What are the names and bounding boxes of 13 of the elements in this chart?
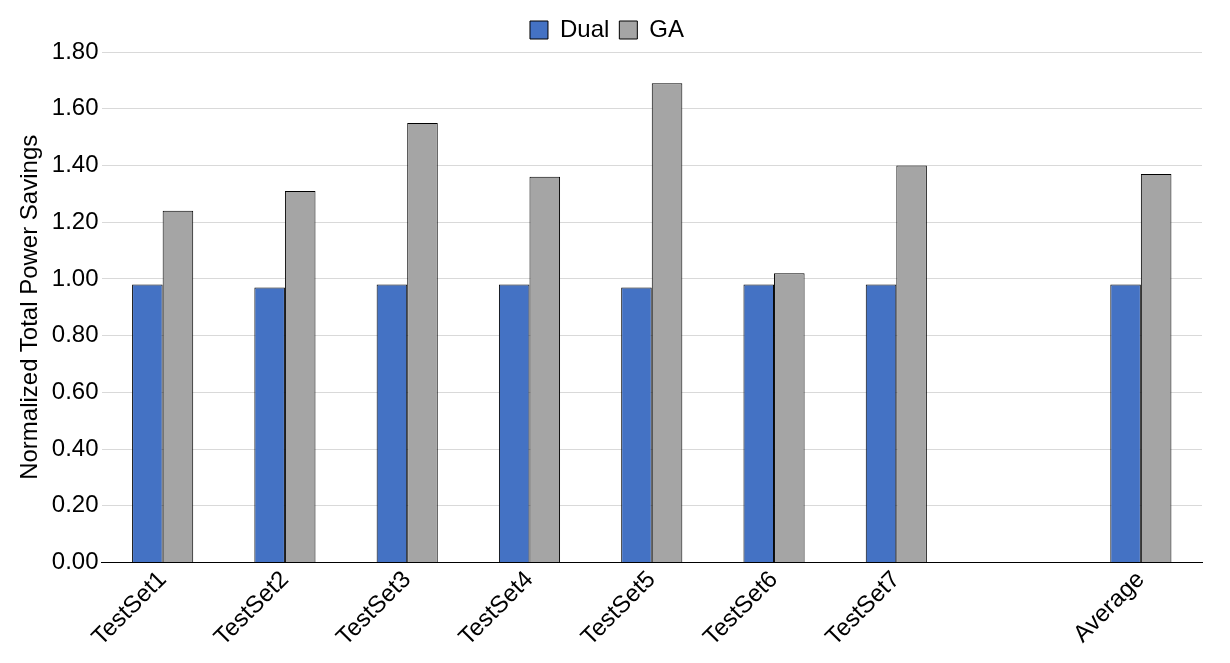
- y-tick-label: 1.00: [51, 263, 99, 291]
- y-tick-label: 1.60: [51, 93, 99, 121]
- y-tick-label: 0.20: [51, 490, 99, 518]
- y-tick-label: 0.40: [51, 433, 99, 461]
- legend-label: GA: [649, 14, 685, 42]
- legend-label: Dual: [559, 14, 610, 42]
- y-tick-label: 1.20: [51, 206, 99, 234]
- y-tick-label: 0.00: [51, 547, 99, 575]
- y-tick-label: 0.80: [51, 320, 99, 348]
- y-tick-label: 0.60: [51, 377, 99, 405]
- y-tick-label: 1.40: [51, 150, 99, 178]
- y-axis-title: Normalized Total Power Savings: [15, 134, 43, 480]
- y-tick-label: 1.80: [51, 36, 99, 64]
